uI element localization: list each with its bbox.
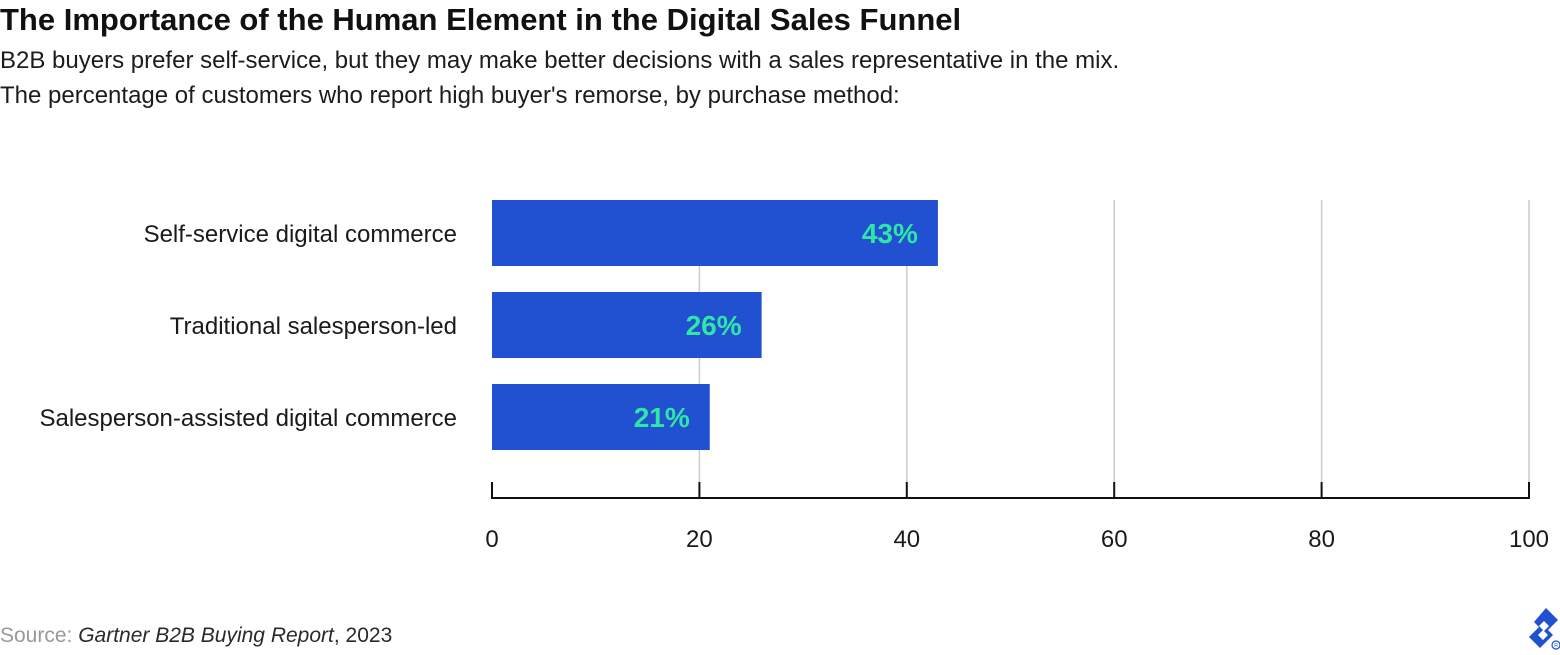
x-tick-label-4: 80 [1308, 526, 1335, 553]
x-tick-label-1: 20 [686, 526, 713, 553]
data-label-1: 26% [686, 310, 742, 341]
chart-subtitle-line-1: B2B buyers prefer self-service, but they… [0, 47, 1120, 74]
toptal-logo-icon: R [1529, 608, 1560, 650]
category-label-2: Salesperson-assisted digital commerce [39, 405, 457, 432]
category-label-0: Self-service digital commerce [144, 221, 457, 248]
x-tick-label-0: 0 [485, 526, 498, 553]
bars: Self-service digital commerce 43% Traditio… [39, 200, 938, 450]
svg-text:R: R [1554, 643, 1558, 649]
bar-2 [492, 384, 710, 450]
chart-title: The Importance of the Human Element in t… [0, 2, 962, 37]
x-axis: 0 20 40 60 80 100 [485, 482, 1549, 553]
data-label-2: 21% [634, 402, 690, 433]
chart-subtitle-line-2: The percentage of customers who report h… [0, 82, 900, 109]
data-label-0: 43% [862, 218, 918, 249]
bar-0 [492, 200, 938, 266]
source-note: Source: Gartner B2B Buying Report, 2023 [0, 624, 392, 648]
x-tick-label-5: 100 [1509, 526, 1549, 553]
category-label-1: Traditional salesperson-led [170, 313, 457, 340]
source-label: Source: [0, 624, 73, 647]
bar-chart: Self-service digital commerce 43% Traditio… [39, 200, 1549, 553]
x-tick-label-2: 40 [893, 526, 920, 553]
bar-1 [492, 292, 762, 358]
x-tick-label-3: 60 [1101, 526, 1128, 553]
source-year: , 2023 [333, 624, 393, 647]
source-publication: Gartner B2B Buying Report [78, 624, 334, 647]
